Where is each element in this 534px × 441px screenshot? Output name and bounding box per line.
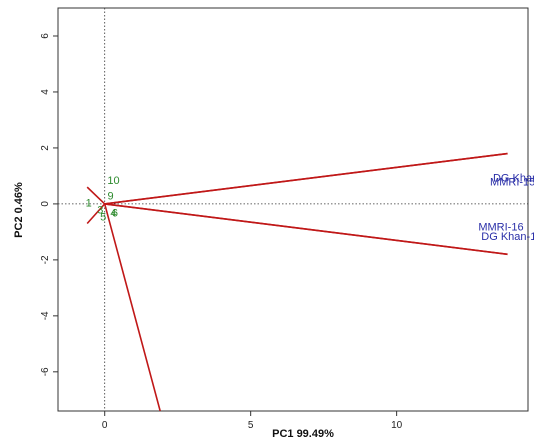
observation-label: 10 — [107, 175, 119, 187]
x-axis-title: PC1 99.49% — [272, 428, 334, 440]
x-tick-label: 5 — [248, 420, 254, 431]
y-axis-title: PC2 0.46% — [13, 182, 25, 238]
observation-label: 3 — [97, 205, 103, 217]
x-tick-label: 10 — [391, 420, 403, 431]
variable-label: DG Khan-16 — [481, 231, 534, 243]
variable-arrow — [86, 186, 106, 205]
observation-label: 5 — [100, 211, 106, 223]
variable-arrow — [104, 203, 508, 256]
observation-label: 4 — [110, 207, 116, 219]
y-tick-label: 2 — [40, 145, 51, 151]
y-tick-label: -4 — [40, 311, 51, 320]
variable-label: DG Khan- — [493, 172, 534, 184]
variable-label: MMRI-15 — [490, 177, 534, 189]
observation-label: 9 — [107, 191, 113, 203]
observation-label: 6 — [112, 207, 118, 219]
y-tick-label: -2 — [40, 255, 51, 264]
y-tick-label: 4 — [40, 89, 51, 95]
y-tick-label: -6 — [40, 367, 51, 376]
variable-arrow — [104, 152, 508, 205]
variable-label: MMRI-16 — [478, 221, 523, 233]
y-tick-label: 0 — [40, 201, 51, 207]
y-tick-label: 6 — [40, 33, 51, 39]
x-tick-label: 0 — [102, 420, 108, 431]
plot-border — [57, 7, 529, 412]
variable-arrow — [86, 203, 106, 225]
observation-label: 1 — [86, 198, 92, 210]
variable-arrow — [103, 203, 161, 411]
